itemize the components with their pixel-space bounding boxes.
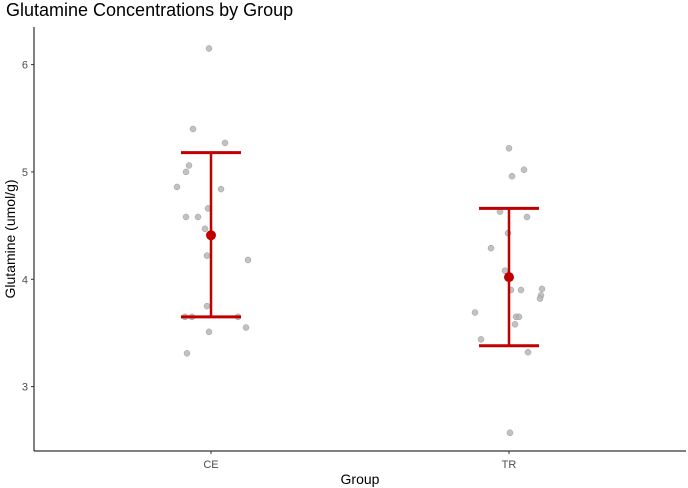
summary-layer (181, 151, 539, 348)
data-point (508, 172, 516, 180)
x-axis-title: Group (341, 471, 380, 487)
data-point (189, 125, 197, 133)
data-point (205, 45, 213, 52)
data-point (244, 256, 252, 264)
data-point (203, 302, 211, 310)
data-point (205, 328, 213, 336)
y-tick-label: 4 (22, 274, 28, 286)
data-point (185, 162, 193, 169)
mean-point (504, 272, 514, 283)
data-point (182, 168, 190, 176)
data-point (515, 313, 523, 321)
mean-point (206, 230, 216, 241)
x-axis-ticks: CE TR (203, 451, 516, 471)
points-layer (173, 45, 546, 437)
data-point (173, 183, 181, 191)
y-tick-label: 5 (22, 167, 28, 179)
data-point (183, 350, 191, 357)
data-point (524, 348, 532, 356)
data-point (506, 429, 514, 437)
data-point (217, 185, 225, 193)
data-point (517, 286, 525, 294)
data-point (487, 244, 495, 252)
data-point (182, 213, 190, 221)
y-tick-label: 3 (22, 382, 28, 394)
data-point (477, 336, 485, 343)
data-point (471, 309, 479, 316)
x-tick-label: TR (502, 459, 517, 471)
y-axis-title: Glutamine (umol/g) (2, 179, 18, 298)
data-point (523, 213, 531, 221)
data-point (538, 285, 546, 293)
x-tick-label: CE (203, 459, 218, 471)
data-point (201, 225, 209, 233)
data-point (203, 252, 211, 259)
chart-title: Glutamine Concentrations by Group (6, 0, 294, 20)
data-point (511, 321, 519, 328)
data-point (242, 324, 250, 331)
y-tick-label: 6 (22, 60, 28, 72)
data-point (194, 213, 202, 221)
data-point (520, 166, 528, 174)
data-point (536, 295, 544, 302)
y-axis-ticks: 3 4 5 6 (22, 60, 34, 394)
data-point (221, 139, 229, 147)
data-point (505, 145, 513, 152)
